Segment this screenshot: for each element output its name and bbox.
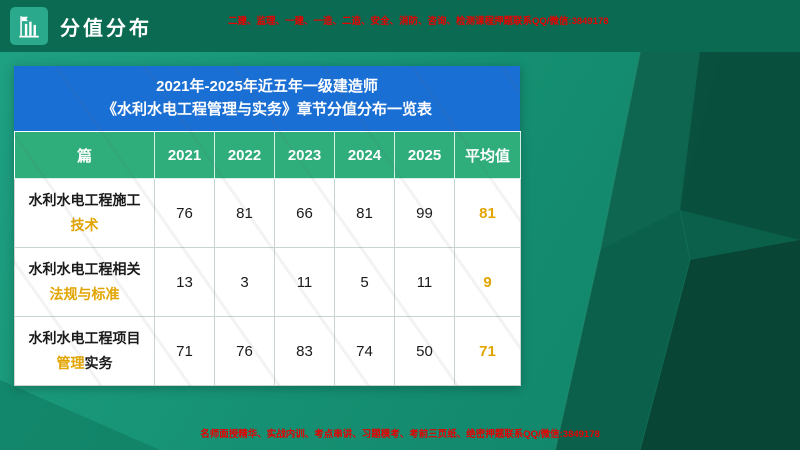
chapter-name-highlight: 技术 <box>70 217 99 233</box>
column-header: 2024 <box>334 131 395 179</box>
chapter-name-cell: 水利水电工程施工 技术 <box>14 178 155 248</box>
score-cell: 11 <box>274 247 335 317</box>
top-bar: 分值分布 <box>0 0 800 52</box>
footer-notice: 名师面授精华、实战内训、考点串讲、习题模考、考前三页纸、绝密押题联系QQ/微信:… <box>200 429 600 440</box>
header-row: 篇 2021 2022 2023 2024 2025 平均值 <box>14 131 521 179</box>
chapter-name-line1: 水利水电工程相关 <box>28 260 141 277</box>
table-row: 水利水电工程相关 法规与标准 13 3 11 5 11 9 <box>14 247 521 317</box>
table-row: 水利水电工程施工 技术 76 81 66 81 99 81 <box>14 178 521 248</box>
score-cell: 66 <box>274 178 335 248</box>
avg-cell: 9 <box>454 247 521 317</box>
score-cell: 5 <box>334 247 395 317</box>
top-notice: 二建、监理、一建、一造、二造、安全、消防、咨询、检测课程押题联系QQ/微信:38… <box>228 16 609 27</box>
chapter-name-line1: 水利水电工程施工 <box>28 191 141 208</box>
chapter-name-highlight: 法规与标准 <box>49 286 120 302</box>
column-header: 篇 <box>14 131 155 179</box>
avg-cell: 81 <box>454 178 521 248</box>
score-cell: 76 <box>214 316 275 386</box>
score-cell: 50 <box>394 316 455 386</box>
chapter-name-cell: 水利水电工程项目 管理实务 <box>14 316 155 386</box>
score-cell: 76 <box>154 178 215 248</box>
score-distribution-table: 篇 2021 2022 2023 2024 2025 平均值 水利水电工程施工 … <box>14 131 521 386</box>
table-row: 水利水电工程项目 管理实务 71 76 83 74 50 71 <box>14 316 521 386</box>
score-cell: 13 <box>154 247 215 317</box>
score-cell: 99 <box>394 178 455 248</box>
column-header: 2022 <box>214 131 275 179</box>
table-title-line2: 《水利水电工程管理与实务》章节分值分布一览表 <box>101 100 432 118</box>
dam-icon <box>10 7 48 45</box>
chapter-name-line2-rest: 实务 <box>84 355 113 371</box>
chapter-name-highlight: 管理 <box>56 355 85 371</box>
score-cell: 81 <box>214 178 275 248</box>
column-header: 2025 <box>394 131 455 179</box>
column-header: 2021 <box>154 131 215 179</box>
score-cell: 81 <box>334 178 395 248</box>
chapter-name-line1: 水利水电工程项目 <box>28 329 141 346</box>
column-header: 平均值 <box>454 131 521 179</box>
column-header: 2023 <box>274 131 335 179</box>
avg-cell: 71 <box>454 316 521 386</box>
score-cell: 3 <box>214 247 275 317</box>
score-cell: 71 <box>154 316 215 386</box>
table-title-line1: 2021年-2025年近五年一级建造师 <box>156 78 378 95</box>
score-table: 2021年-2025年近五年一级建造师 《水利水电工程管理与实务》章节分值分布一… <box>14 66 521 386</box>
table-title: 2021年-2025年近五年一级建造师 《水利水电工程管理与实务》章节分值分布一… <box>14 66 520 131</box>
chapter-name-cell: 水利水电工程相关 法规与标准 <box>14 247 155 317</box>
page-title: 分值分布 <box>60 17 152 40</box>
score-cell: 11 <box>394 247 455 317</box>
score-cell: 74 <box>334 316 395 386</box>
score-cell: 83 <box>274 316 335 386</box>
